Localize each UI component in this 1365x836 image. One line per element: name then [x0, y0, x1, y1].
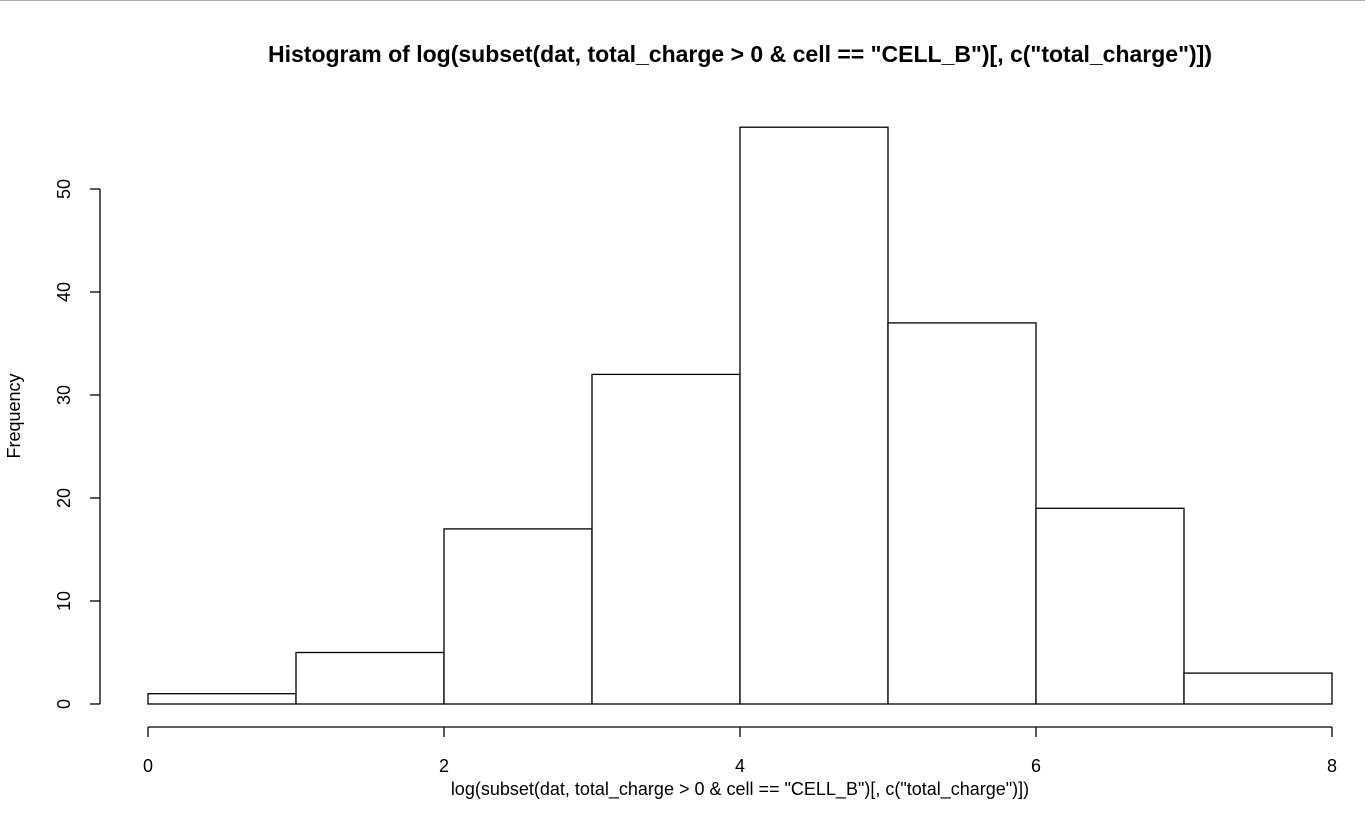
- x-tick-label: 6: [1031, 756, 1041, 776]
- histogram-bar: [1183, 672, 1333, 705]
- histogram-bar: [591, 373, 741, 705]
- y-tick-label: 10: [54, 591, 74, 611]
- x-tick-label: 0: [143, 756, 153, 776]
- histogram-bar: [443, 528, 593, 705]
- x-axis: 0 2 4 6 8: [143, 726, 1337, 776]
- x-tick-label: 2: [439, 756, 449, 776]
- x-tick-label: 8: [1327, 756, 1337, 776]
- histogram-bar: [739, 126, 889, 705]
- histogram-bar: [1035, 507, 1185, 705]
- x-axis-label: log(subset(dat, total_charge > 0 & cell …: [451, 779, 1029, 800]
- y-tick-label: 30: [54, 385, 74, 405]
- y-axis-label: Frequency: [4, 373, 24, 458]
- y-axis: 0 10 20 30 40 50: [54, 179, 101, 709]
- y-tick-label: 0: [54, 699, 74, 709]
- y-tick-label: 50: [54, 179, 74, 199]
- chart-title: Histogram of log(subset(dat, total_charg…: [268, 41, 1212, 67]
- y-tick-label: 40: [54, 282, 74, 302]
- bars-group: [147, 126, 1333, 705]
- x-tick-label: 4: [735, 756, 745, 776]
- histogram-bar: [295, 651, 445, 705]
- histogram-bar: [147, 693, 297, 705]
- y-tick-label: 20: [54, 488, 74, 508]
- histogram-bar: [887, 322, 1037, 705]
